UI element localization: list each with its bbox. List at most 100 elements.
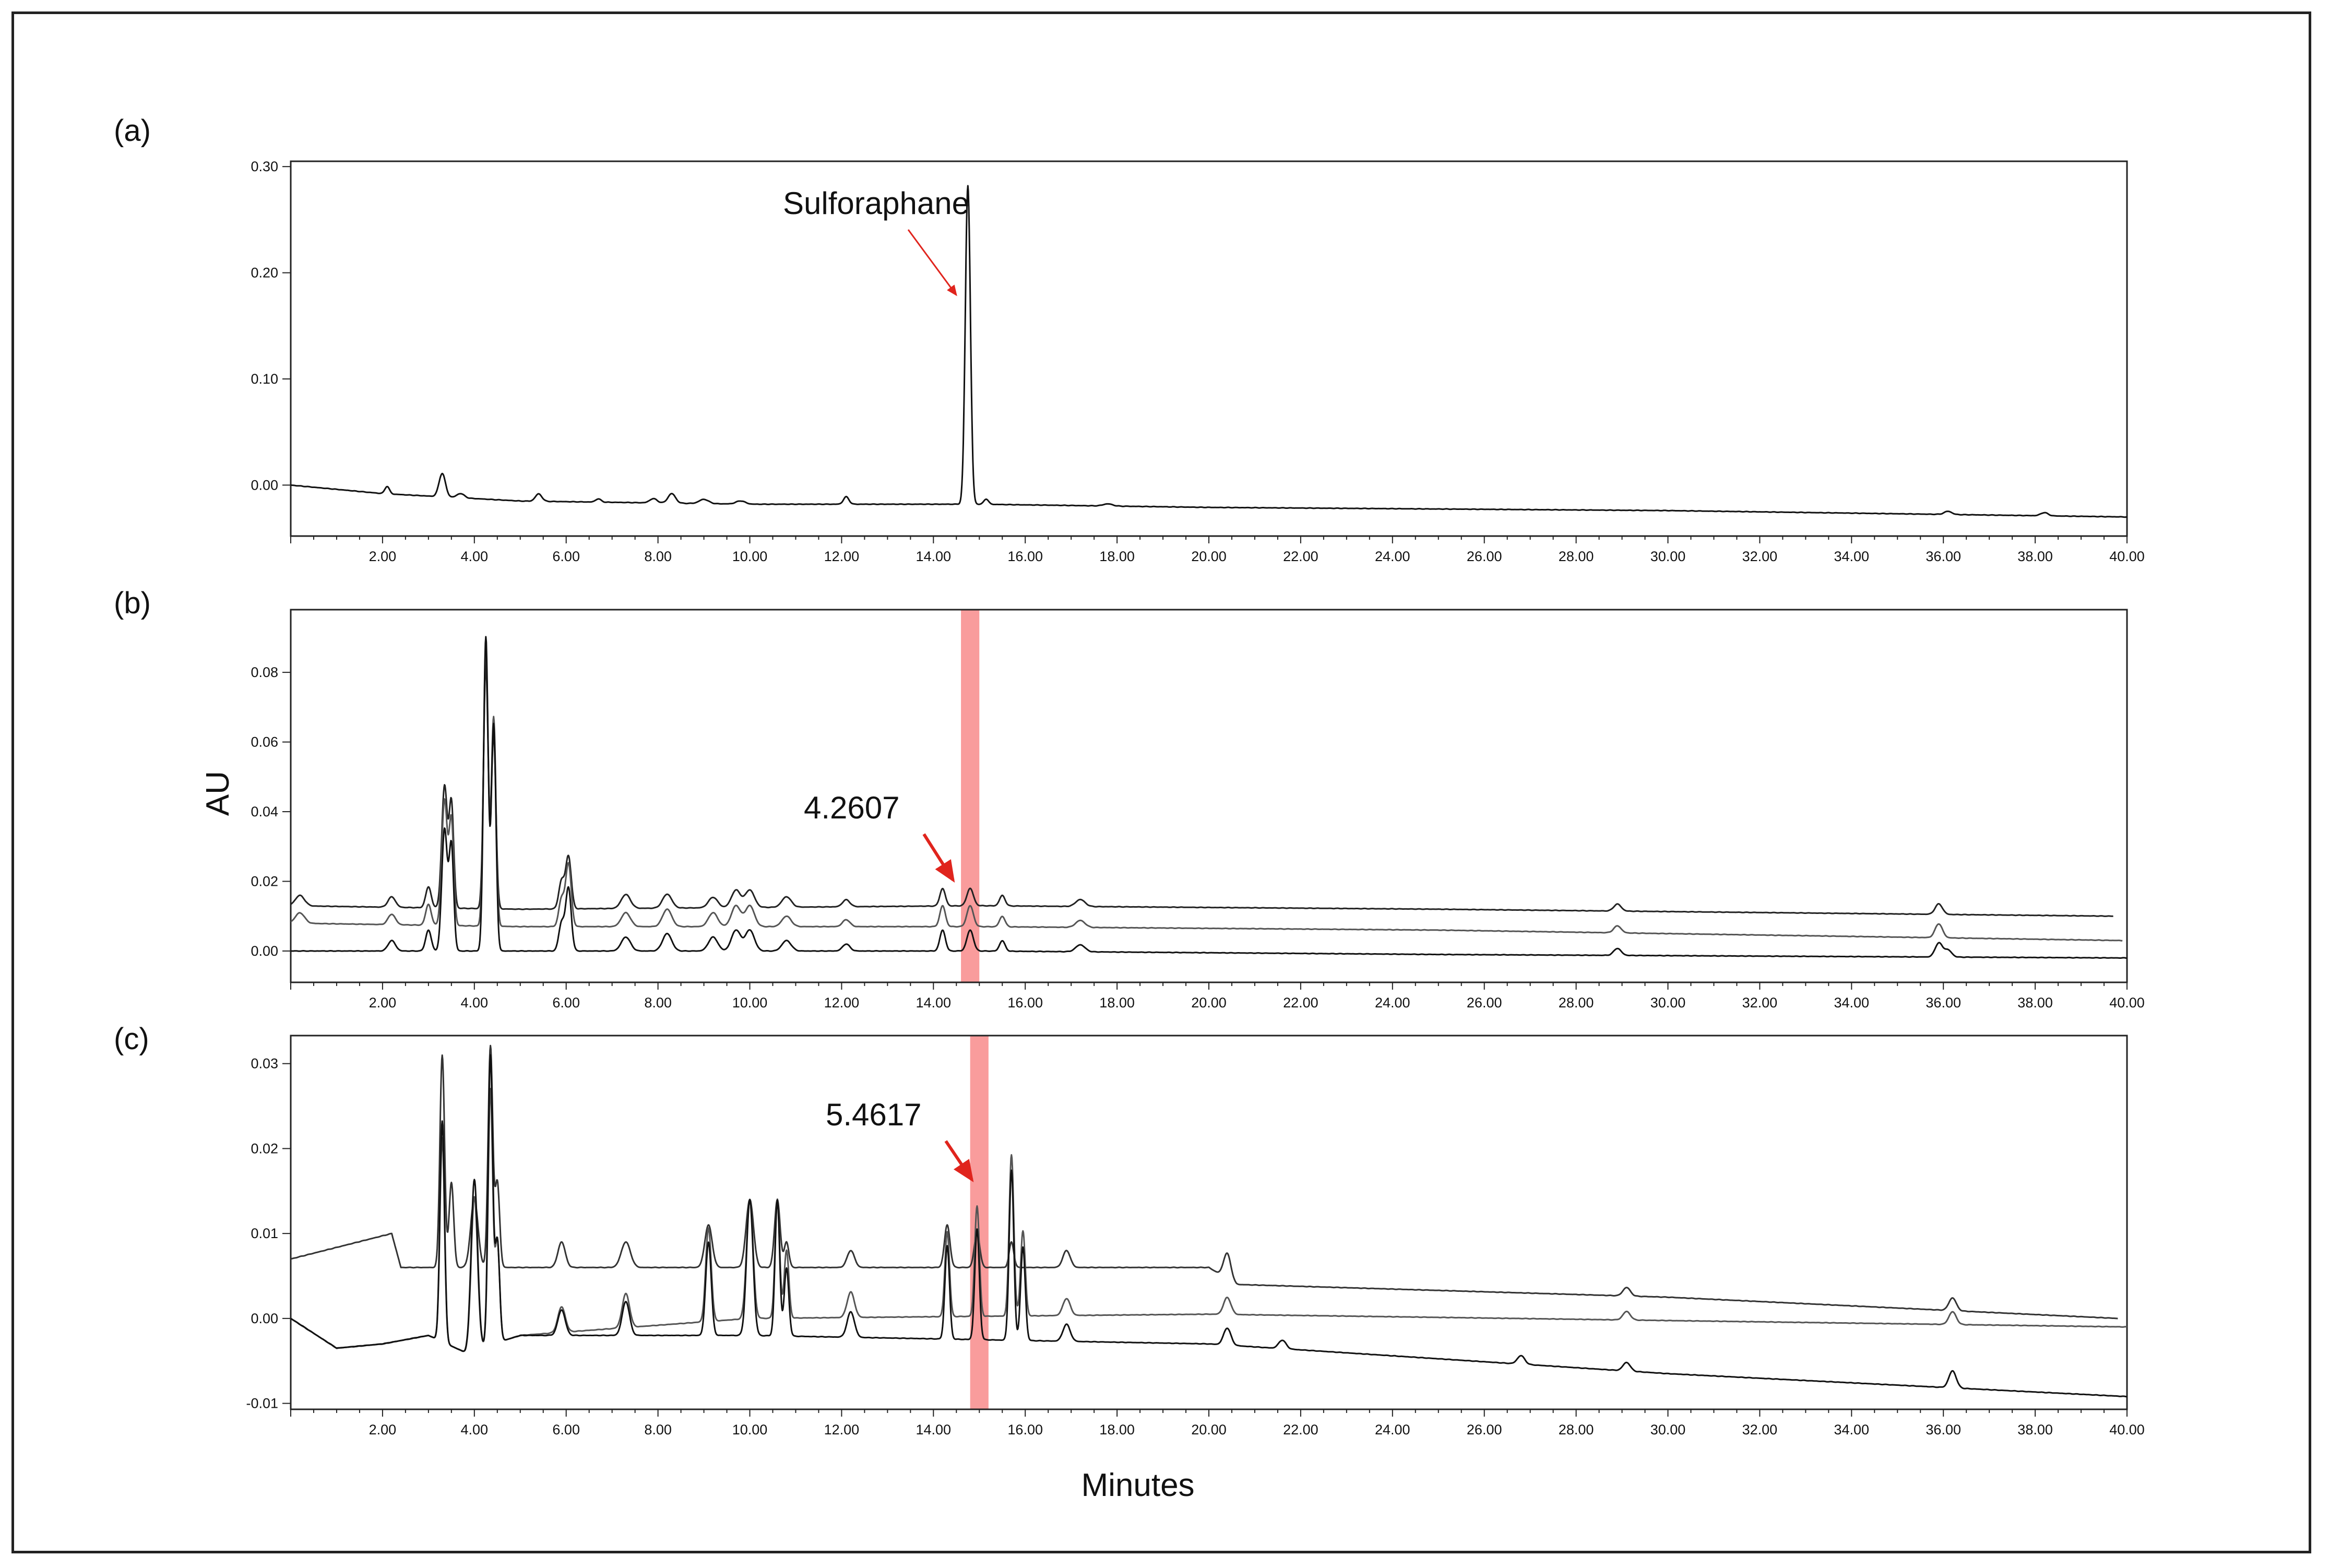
y-tick-label: 0.10 (251, 371, 278, 387)
x-tick-label: 6.00 (552, 995, 580, 1011)
y-tick-label: 0.01 (251, 1226, 278, 1241)
x-tick-label: 40.00 (2109, 1422, 2145, 1438)
x-tick-label: 36.00 (1926, 549, 1961, 564)
peak-annotation: 4.2607 (804, 790, 900, 825)
y-tick-label: 0.00 (251, 943, 278, 959)
y-tick-label: 0.02 (251, 873, 278, 889)
figure-frame (11, 11, 2311, 1553)
x-tick-label: 36.00 (1926, 995, 1961, 1011)
x-tick-label: 38.00 (2017, 995, 2053, 1011)
y-tick-label: 0.02 (251, 1141, 278, 1156)
x-tick-label: 12.00 (824, 995, 860, 1011)
panel-label: (a) (114, 114, 151, 148)
panel-label: (c) (114, 1022, 149, 1056)
x-tick-label: 24.00 (1375, 1422, 1410, 1438)
x-tick-label: 12.00 (824, 1422, 860, 1438)
x-axis-title: Minutes (1081, 1467, 1194, 1503)
y-tick-label: 0.00 (251, 477, 278, 493)
x-tick-label: 18.00 (1099, 1422, 1135, 1438)
plot-frame (290, 609, 2128, 983)
x-tick-label: 8.00 (644, 1422, 672, 1438)
x-tick-label: 2.00 (369, 995, 397, 1011)
trace-1 (291, 1088, 2127, 1352)
x-tick-label: 2.00 (369, 1422, 397, 1438)
x-tick-label: 16.00 (1007, 1422, 1043, 1438)
y-tick-label: 0.30 (251, 159, 278, 174)
trace-2 (291, 1054, 2127, 1398)
x-tick-label: 10.00 (732, 549, 768, 564)
x-tick-label: 22.00 (1283, 1422, 1318, 1438)
x-tick-label: 8.00 (644, 995, 672, 1011)
x-tick-label: 20.00 (1191, 995, 1227, 1011)
x-tick-label: 4.00 (461, 1422, 489, 1438)
x-tick-label: 28.00 (1559, 549, 1594, 564)
x-tick-label: 28.00 (1559, 995, 1594, 1011)
x-tick-label: 32.00 (1742, 549, 1778, 564)
x-tick-label: 10.00 (732, 995, 768, 1011)
x-tick-label: 40.00 (2109, 549, 2145, 564)
x-tick-label: 34.00 (1834, 1422, 1870, 1438)
x-tick-label: 6.00 (552, 549, 580, 564)
x-tick-label: 38.00 (2017, 1422, 2053, 1438)
x-tick-label: 22.00 (1283, 995, 1318, 1011)
panel-1: 2.00 4.00 6.00 8.00 10.00 12.00 14.00 16.00 18.0… (114, 586, 2145, 1011)
y-tick-label: 0.20 (251, 265, 278, 281)
x-tick-label: 24.00 (1375, 549, 1410, 564)
x-tick-label: 4.00 (461, 995, 489, 1011)
x-tick-label: 14.00 (916, 995, 952, 1011)
y-tick-label: -0.01 (246, 1396, 278, 1411)
peak-annotation: Sulforaphane (783, 186, 969, 221)
y-tick-label: 0.03 (251, 1056, 278, 1072)
x-tick-label: 30.00 (1650, 1422, 1686, 1438)
x-tick-label: 20.00 (1191, 1422, 1227, 1438)
x-tick-label: 14.00 (916, 549, 952, 564)
highlight-band (970, 1036, 989, 1409)
trace-0 (291, 185, 2127, 518)
x-tick-label: 18.00 (1099, 995, 1135, 1011)
x-tick-label: 4.00 (461, 549, 489, 564)
y-tick-label: 0.06 (251, 734, 278, 750)
x-tick-label: 32.00 (1742, 1422, 1778, 1438)
y-axis-title: AU (200, 771, 236, 816)
x-tick-label: 10.00 (732, 1422, 768, 1438)
x-tick-label: 14.00 (916, 1422, 952, 1438)
x-tick-label: 28.00 (1559, 1422, 1594, 1438)
x-tick-label: 34.00 (1834, 549, 1870, 564)
x-tick-label: 12.00 (824, 549, 860, 564)
x-tick-label: 34.00 (1834, 995, 1870, 1011)
x-tick-label: 38.00 (2017, 549, 2053, 564)
y-tick-label: 0.04 (251, 804, 278, 819)
panel-0: 2.00 4.00 6.00 8.00 10.00 12.00 14.00 16.00 18.0… (114, 114, 2145, 564)
highlight-band (961, 610, 980, 982)
annotation-arrow (907, 229, 957, 296)
annotation-arrow (922, 833, 955, 883)
trace-0 (291, 1044, 2118, 1320)
x-tick-label: 36.00 (1926, 1422, 1961, 1438)
trace-2 (291, 636, 2127, 959)
x-tick-label: 26.00 (1467, 549, 1502, 564)
x-tick-label: 2.00 (369, 549, 397, 564)
x-tick-label: 24.00 (1375, 995, 1410, 1011)
peak-annotation: 5.4617 (826, 1097, 922, 1132)
panel-2: 2.00 4.00 6.00 8.00 10.00 12.00 14.00 16.00 18.0… (114, 1022, 2145, 1438)
plot-frame (290, 1035, 2128, 1410)
x-tick-label: 18.00 (1099, 549, 1135, 564)
x-tick-label: 40.00 (2109, 995, 2145, 1011)
x-tick-label: 30.00 (1650, 549, 1686, 564)
x-tick-label: 30.00 (1650, 995, 1686, 1011)
y-tick-label: 0.00 (251, 1311, 278, 1326)
x-tick-label: 26.00 (1467, 1422, 1502, 1438)
x-tick-label: 16.00 (1007, 549, 1043, 564)
x-tick-label: 20.00 (1191, 549, 1227, 564)
x-tick-label: 26.00 (1467, 995, 1502, 1011)
x-tick-label: 16.00 (1007, 995, 1043, 1011)
annotation-arrow (944, 1140, 974, 1182)
plot-frame (290, 160, 2128, 537)
y-tick-label: 0.08 (251, 664, 278, 680)
trace-0 (291, 663, 2114, 917)
x-tick-label: 32.00 (1742, 995, 1778, 1011)
x-tick-label: 8.00 (644, 549, 672, 564)
panel-label: (b) (114, 586, 151, 620)
trace-1 (291, 646, 2123, 942)
